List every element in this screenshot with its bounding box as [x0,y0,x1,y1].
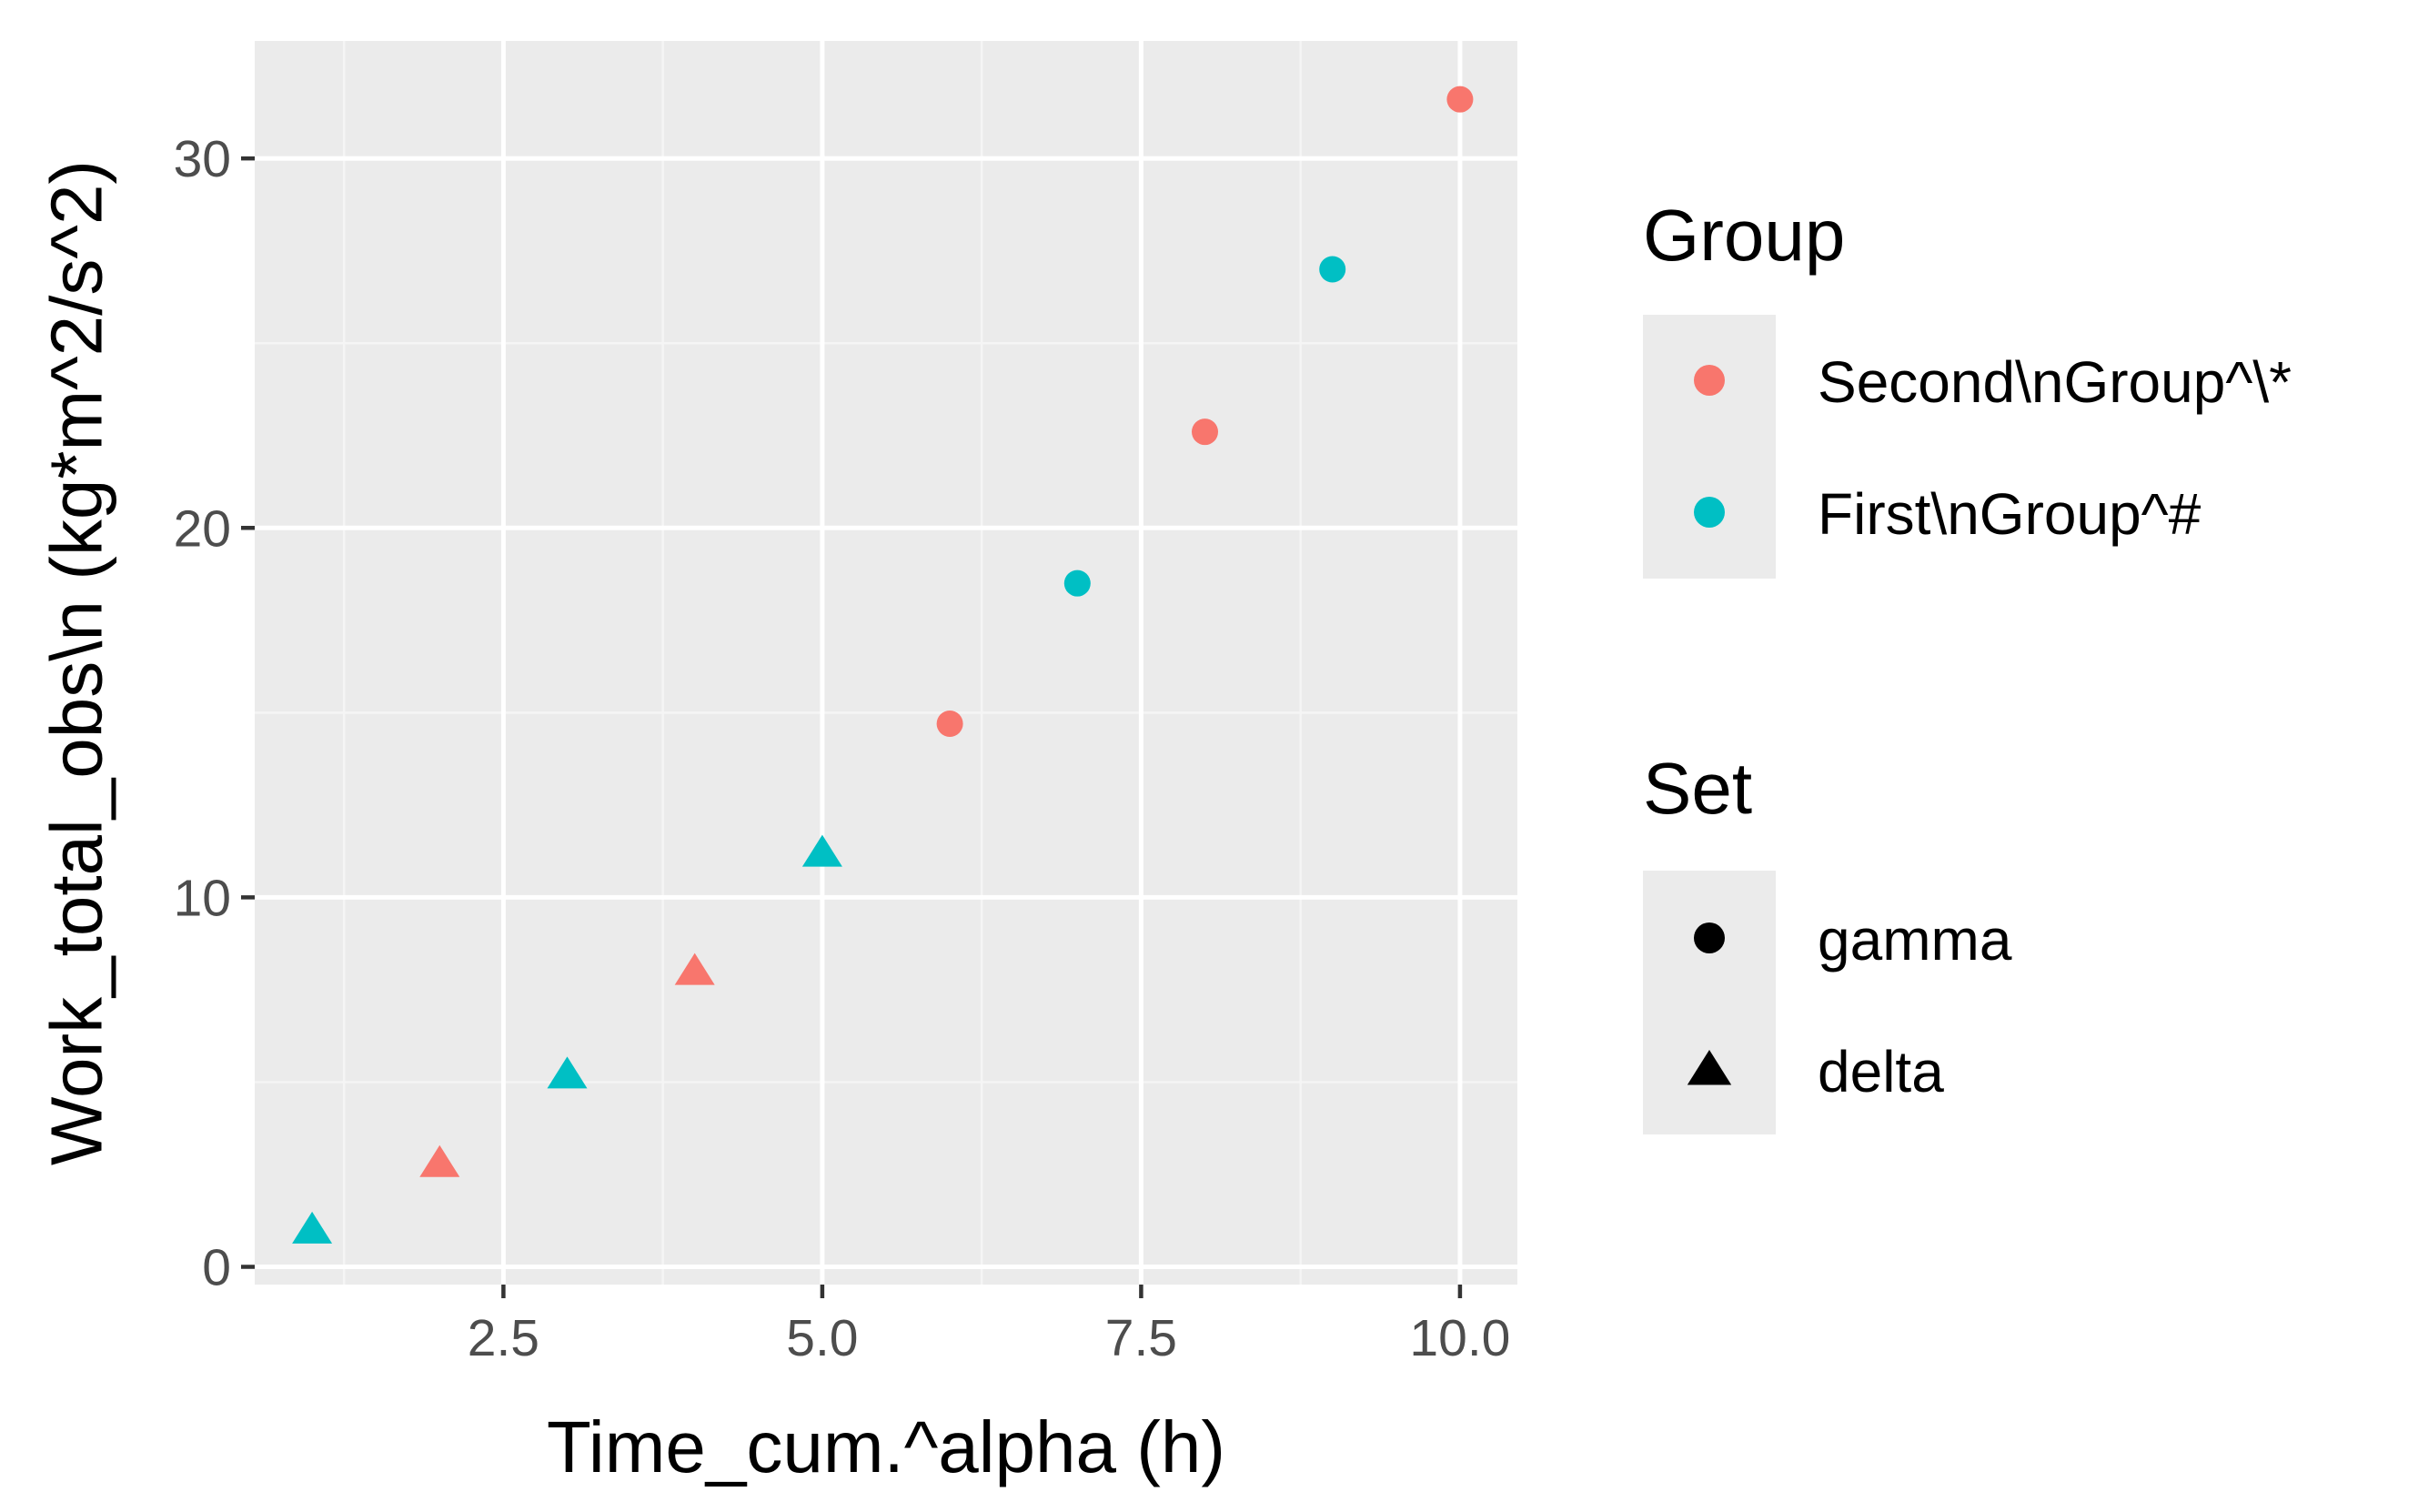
minor-gridlines [255,41,1517,1285]
data-point-triangle [674,953,715,985]
x-tick-label: 10.0 [1409,1309,1510,1367]
major-gridlines [255,41,1517,1285]
legend-key-background-set [1643,871,1776,1134]
data-point-circle [1192,418,1219,446]
data-point-circle [1063,570,1091,597]
y-tick-label: 20 [174,499,231,558]
legend-label-first-group: First\nGroup^# [1818,481,2201,547]
legend-key-gamma [1694,922,1725,953]
data-point-circle [936,711,963,738]
legend-label-delta: delta [1818,1039,1944,1104]
legend-group: Group Second\nGroup^\* First\nGroup^# [1643,195,2292,579]
legend-key-second-group [1694,365,1725,396]
x-tick-label: 2.5 [468,1309,539,1367]
data-point-circle [1319,256,1346,283]
x-axis-title: Time_cum.^alpha (h) [547,1406,1225,1487]
tick-labels: 2.5 5.0 7.5 10.0 0 10 20 30 [174,130,1511,1367]
y-axis-title: Work_total_obs\n (kg*m^2/s^2) [36,160,117,1165]
data-points [292,86,1474,1244]
legend-label-gamma: gamma [1818,907,2012,973]
data-point-triangle [801,834,842,867]
plot-panel [255,41,1517,1285]
y-tick-label: 0 [202,1239,231,1297]
legend-set: Set gamma delta [1643,748,2012,1134]
legend-key-delta [1687,1050,1732,1085]
legend-label-second-group: Second\nGroup^\* [1818,349,2292,415]
data-point-triangle [419,1144,460,1177]
data-point-triangle [292,1211,333,1244]
data-point-triangle [547,1056,588,1089]
legend-key-first-group [1694,497,1725,528]
y-tick-label: 10 [174,869,231,927]
legend-key-background-group [1643,315,1776,579]
x-tick-label: 7.5 [1105,1309,1177,1367]
data-point-circle [1446,86,1474,113]
legend-title-group: Group [1643,195,1845,276]
x-tick-label: 5.0 [786,1309,858,1367]
axis-ticks [241,156,1463,1298]
legend-title-set: Set [1643,748,1752,829]
y-tick-label: 30 [174,130,231,188]
